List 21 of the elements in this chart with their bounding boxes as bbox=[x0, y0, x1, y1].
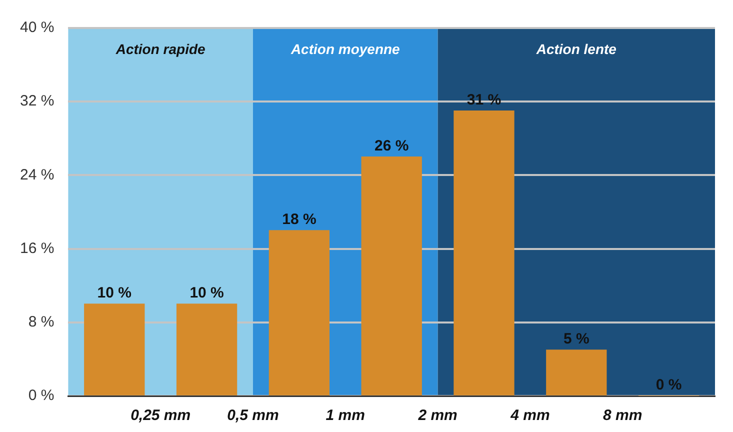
data-label: 5 % bbox=[563, 330, 590, 348]
x-tick-label: 0,25 mm bbox=[130, 407, 191, 424]
y-tick-label: 40 % bbox=[20, 19, 54, 36]
y-tick-label: 32 % bbox=[20, 92, 54, 110]
band-label: Action moyenne bbox=[290, 40, 400, 57]
data-label: 10 % bbox=[190, 284, 224, 302]
y-tick-label: 24 % bbox=[20, 166, 54, 184]
y-tick-label: 16 % bbox=[20, 240, 54, 257]
data-label: 10 % bbox=[97, 284, 132, 302]
x-tick-label: 4 mm bbox=[510, 407, 550, 424]
x-tick-label: 0,5 mm bbox=[227, 407, 279, 424]
data-label: 18 % bbox=[282, 211, 316, 228]
data-label: 26 % bbox=[374, 137, 409, 154]
x-tick-label: 1 mm bbox=[326, 407, 365, 424]
data-label: 0 % bbox=[656, 376, 682, 394]
x-tick-label: 2 mm bbox=[417, 407, 458, 424]
y-tick-label: 0 % bbox=[28, 387, 54, 404]
band-label: Action lente bbox=[535, 40, 617, 57]
band-label: Action rapide bbox=[114, 40, 206, 57]
x-tick-label: 8 mm bbox=[603, 407, 642, 424]
y-tick-label: 8 % bbox=[28, 314, 54, 331]
